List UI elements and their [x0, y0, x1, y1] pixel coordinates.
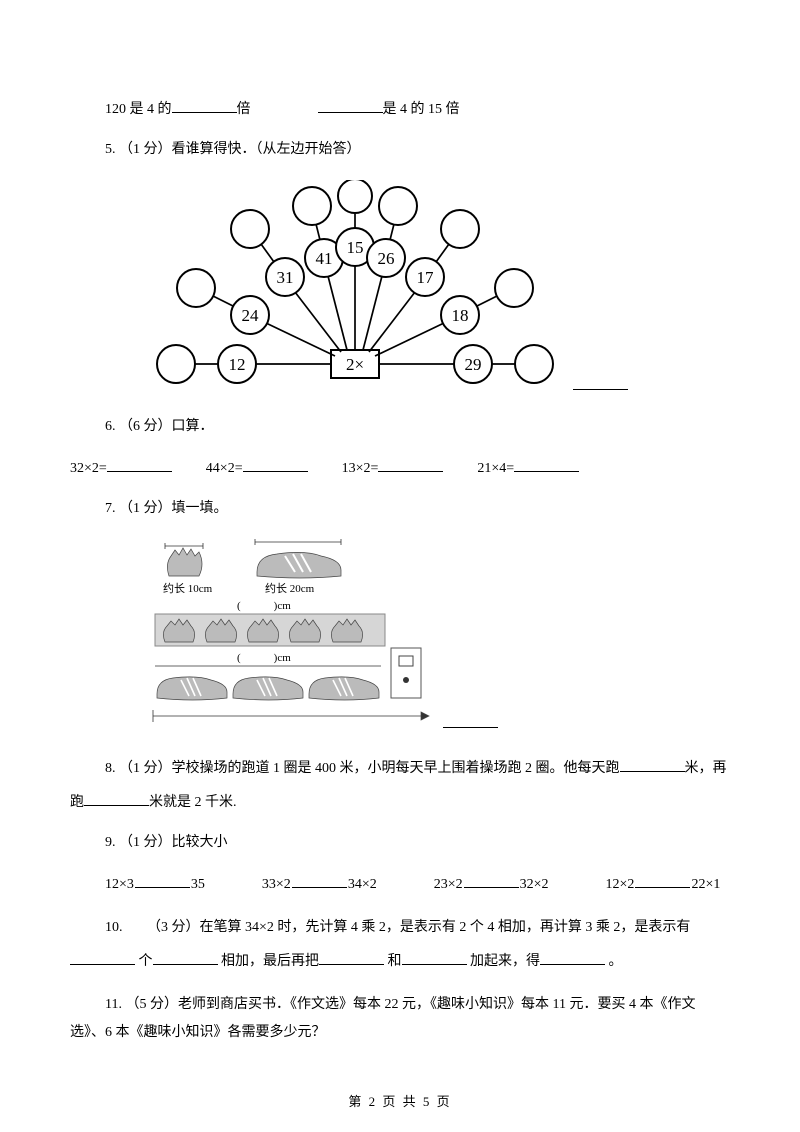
- q8-d: 米就是 2 千米.: [149, 795, 237, 810]
- svg-text:17: 17: [417, 268, 435, 287]
- q5-label: 5. （1 分）看谁算得快．（从左边开始答）: [70, 139, 730, 161]
- q10-c: 相加，最后再把: [221, 954, 319, 969]
- svg-text:18: 18: [452, 306, 469, 325]
- svg-text:约长 20cm: 约长 20cm: [265, 582, 315, 595]
- q8-c: 跑: [70, 795, 84, 810]
- q6-b1[interactable]: [243, 457, 308, 472]
- q10: 10. （3 分）在笔算 34×2 时，先计算 4 乘 2，是表示有 2 个 4…: [70, 914, 730, 942]
- q9-b1[interactable]: [292, 873, 347, 888]
- q9-label: 9. （1 分）比较大小: [70, 832, 730, 854]
- q4-b: 倍: [237, 102, 251, 117]
- q10-b1[interactable]: [70, 950, 135, 965]
- q7-trailing-blank[interactable]: [443, 713, 498, 728]
- q11: 11. （5 分）老师到商店买书．《作文选》每本 22 元，《趣味小知识》每本 …: [70, 991, 730, 1047]
- svg-text:( )cm: ( )cm: [237, 600, 291, 612]
- svg-text:29: 29: [465, 355, 482, 374]
- q10-d: 和: [388, 954, 402, 969]
- q10-f: 。: [609, 954, 623, 969]
- svg-text:26: 26: [378, 249, 395, 268]
- q6-i1: 44×2=: [206, 461, 243, 476]
- q6-b2[interactable]: [378, 457, 443, 472]
- q6-b0[interactable]: [107, 457, 172, 472]
- q8-b1[interactable]: [620, 757, 685, 772]
- q6-label: 6. （6 分）口算．: [70, 416, 730, 438]
- q8-b2[interactable]: [84, 791, 149, 806]
- q8-line2: 跑 米就是 2 千米.: [70, 791, 730, 814]
- q6-b3[interactable]: [514, 457, 579, 472]
- page-footer: 第 2 页 共 5 页: [0, 1092, 800, 1113]
- q10-b4[interactable]: [402, 950, 467, 965]
- q10-line2: 个 相加，最后再把 和 加起来，得 。: [70, 950, 730, 973]
- q6-i0: 32×2=: [70, 461, 107, 476]
- q10-e: 加起来，得: [470, 954, 540, 969]
- svg-text:41: 41: [316, 249, 333, 268]
- svg-text:约长 10cm: 约长 10cm: [163, 582, 213, 595]
- q4-blank2[interactable]: [318, 98, 383, 113]
- svg-text:24: 24: [242, 306, 260, 325]
- q4-a: 120 是 4 的: [105, 102, 172, 117]
- q5-trailing-blank[interactable]: [573, 375, 628, 390]
- q9-b2[interactable]: [464, 873, 519, 888]
- q9-row: 12×335 33×234×2 23×232×2 12×222×1: [70, 873, 730, 896]
- q10-a: 10. （3 分）在笔算 34×2 时，先计算 4 乘 2，是表示有 2 个 4…: [105, 920, 690, 935]
- q10-b2[interactable]: [153, 950, 218, 965]
- q7-label: 7. （1 分）填一填。: [70, 498, 730, 520]
- q7-diagram: 约长 10cm 约长 20cm ( )cm: [145, 538, 730, 736]
- q10-b: 个: [139, 954, 153, 969]
- q8-b: 米，再: [685, 761, 727, 776]
- q4-c: 是 4 的 15 倍: [383, 102, 460, 117]
- q9-b3[interactable]: [635, 873, 690, 888]
- q8-a: 8. （1 分）学校操场的跑道 1 圈是 400 米，小明每天早上围着操场跑 2…: [105, 761, 620, 776]
- q10-b3[interactable]: [319, 950, 384, 965]
- q6-i2: 13×2=: [342, 461, 379, 476]
- q5-center: 2×: [346, 355, 364, 374]
- svg-text:( )cm: ( )cm: [237, 652, 291, 664]
- q6-row: 32×2= 44×2= 13×2= 21×4=: [70, 457, 730, 480]
- q6-i3: 21×4=: [477, 461, 514, 476]
- q5-diagram: 2× 12 24 31: [145, 180, 730, 398]
- svg-text:31: 31: [277, 268, 294, 287]
- svg-text:12: 12: [229, 355, 246, 374]
- q8: 8. （1 分）学校操场的跑道 1 圈是 400 米，小明每天早上围着操场跑 2…: [70, 755, 730, 783]
- q4-blank1[interactable]: [172, 98, 237, 113]
- q4-line: 120 是 4 的 倍 是 4 的 15 倍: [70, 98, 730, 121]
- svg-text:15: 15: [347, 238, 364, 257]
- q9-b0[interactable]: [135, 873, 190, 888]
- q10-b5[interactable]: [540, 950, 605, 965]
